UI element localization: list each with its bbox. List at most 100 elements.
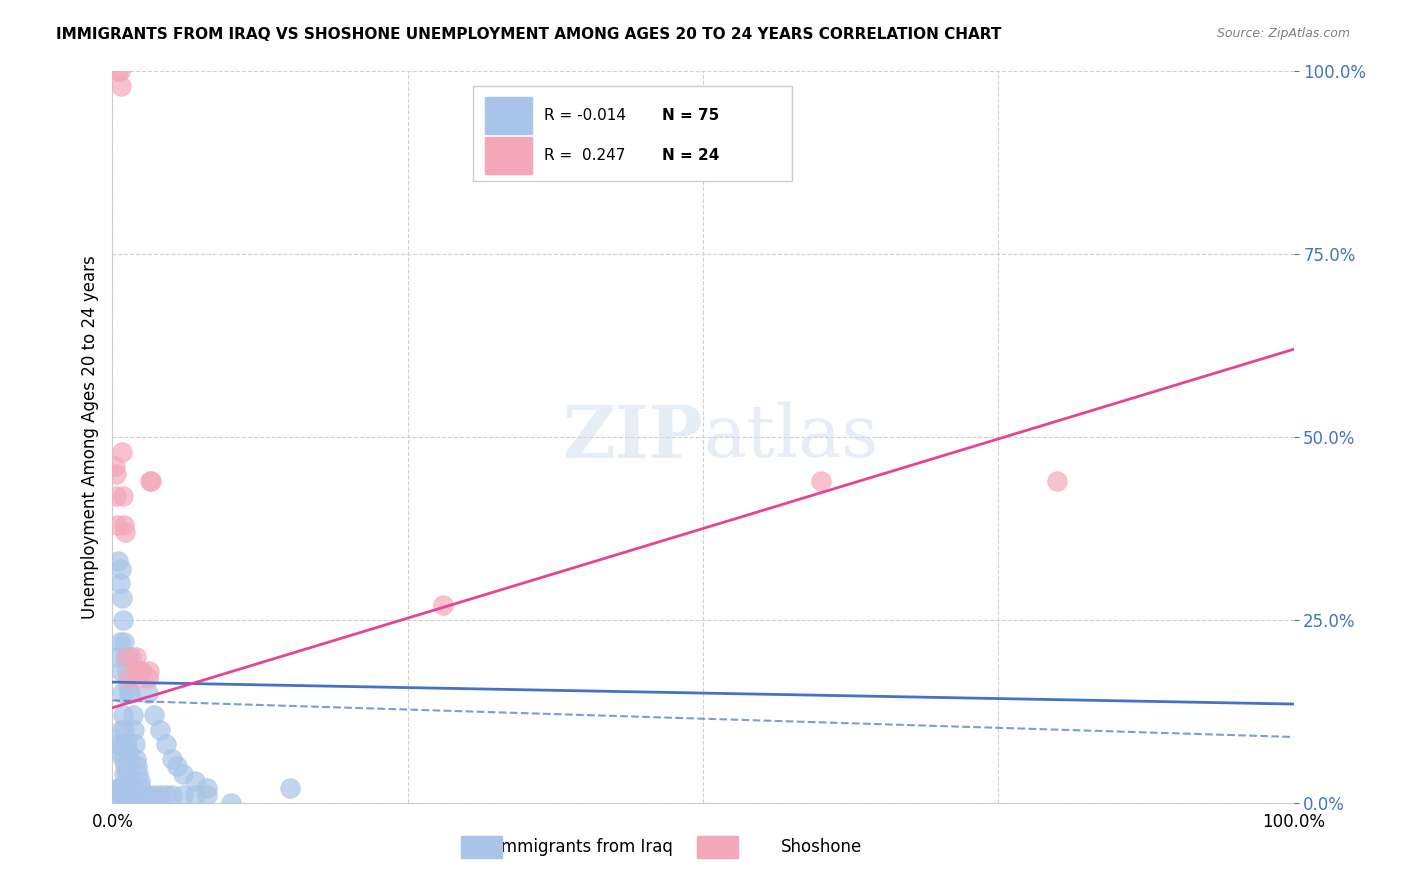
Point <box>112 517 135 532</box>
Point <box>107 737 129 751</box>
FancyBboxPatch shape <box>485 97 531 134</box>
Point <box>112 752 135 766</box>
Point <box>142 708 165 723</box>
Point <box>112 489 135 503</box>
Point <box>138 664 160 678</box>
Point <box>117 789 139 803</box>
Point <box>111 781 134 796</box>
Point <box>108 745 131 759</box>
Point <box>184 773 207 788</box>
Point <box>110 723 132 737</box>
Point <box>121 708 143 723</box>
Point <box>128 664 150 678</box>
Point <box>127 672 149 686</box>
Point <box>1046 474 1069 488</box>
Point <box>172 766 194 780</box>
Point <box>136 672 159 686</box>
Point <box>105 489 128 503</box>
Text: N = 75: N = 75 <box>662 108 718 123</box>
Point <box>120 686 142 700</box>
Point <box>142 789 165 803</box>
FancyBboxPatch shape <box>461 836 502 858</box>
Point <box>110 78 132 93</box>
Point <box>129 781 152 796</box>
Point <box>115 649 138 664</box>
Point <box>110 789 132 803</box>
Text: R = -0.014: R = -0.014 <box>544 108 626 123</box>
Point <box>115 664 138 678</box>
Point <box>136 789 159 803</box>
Point <box>139 474 162 488</box>
Point <box>112 789 135 803</box>
Point <box>149 789 172 803</box>
Point <box>114 737 136 751</box>
Point <box>108 576 131 591</box>
FancyBboxPatch shape <box>485 137 531 174</box>
Point <box>166 759 188 773</box>
Point <box>127 759 149 773</box>
Point <box>107 649 129 664</box>
Point <box>107 781 129 796</box>
Point <box>115 766 138 780</box>
Text: Shoshone: Shoshone <box>780 838 862 855</box>
Point <box>810 474 832 488</box>
Point <box>112 789 135 803</box>
Point <box>155 789 177 803</box>
Point <box>117 672 139 686</box>
Point <box>108 635 131 649</box>
Point <box>112 635 135 649</box>
Point <box>112 766 135 780</box>
Point <box>128 773 150 788</box>
Point <box>110 664 132 678</box>
Text: Immigrants from Iraq: Immigrants from Iraq <box>496 838 673 855</box>
Point <box>195 789 218 803</box>
Point <box>107 554 129 568</box>
Point <box>115 789 138 803</box>
Point <box>111 591 134 605</box>
Point <box>120 789 142 803</box>
Point <box>114 525 136 540</box>
Point <box>114 759 136 773</box>
Point <box>131 664 153 678</box>
Point <box>155 737 177 751</box>
Point <box>195 781 218 796</box>
Text: IMMIGRANTS FROM IRAQ VS SHOSHONE UNEMPLOYMENT AMONG AGES 20 TO 24 YEARS CORRELAT: IMMIGRANTS FROM IRAQ VS SHOSHONE UNEMPLO… <box>56 27 1001 42</box>
Point <box>114 649 136 664</box>
Point <box>117 745 139 759</box>
Point <box>108 781 131 796</box>
Point <box>118 752 141 766</box>
Point <box>120 649 142 664</box>
Text: Source: ZipAtlas.com: Source: ZipAtlas.com <box>1216 27 1350 40</box>
Point <box>118 773 141 788</box>
Point <box>125 752 148 766</box>
Point <box>125 789 148 803</box>
Point <box>105 467 128 481</box>
Point <box>131 789 153 803</box>
Point <box>112 613 135 627</box>
Point <box>110 562 132 576</box>
Point <box>125 649 148 664</box>
Point <box>111 737 134 751</box>
Point <box>115 737 138 751</box>
Point <box>107 789 129 803</box>
Point <box>111 444 134 458</box>
Point <box>120 789 142 803</box>
Point <box>172 789 194 803</box>
Point <box>111 686 134 700</box>
Point <box>108 64 131 78</box>
Point <box>127 766 149 780</box>
Point <box>127 664 149 678</box>
Point <box>118 686 141 700</box>
Point <box>117 679 139 693</box>
Point <box>136 686 159 700</box>
Point <box>184 789 207 803</box>
Point <box>432 599 454 613</box>
Point <box>160 789 183 803</box>
Point <box>122 723 145 737</box>
Text: atlas: atlas <box>703 401 879 473</box>
Text: N = 24: N = 24 <box>662 148 718 163</box>
Point <box>124 737 146 751</box>
Point <box>105 517 128 532</box>
Point <box>117 773 139 788</box>
Point <box>104 459 127 474</box>
